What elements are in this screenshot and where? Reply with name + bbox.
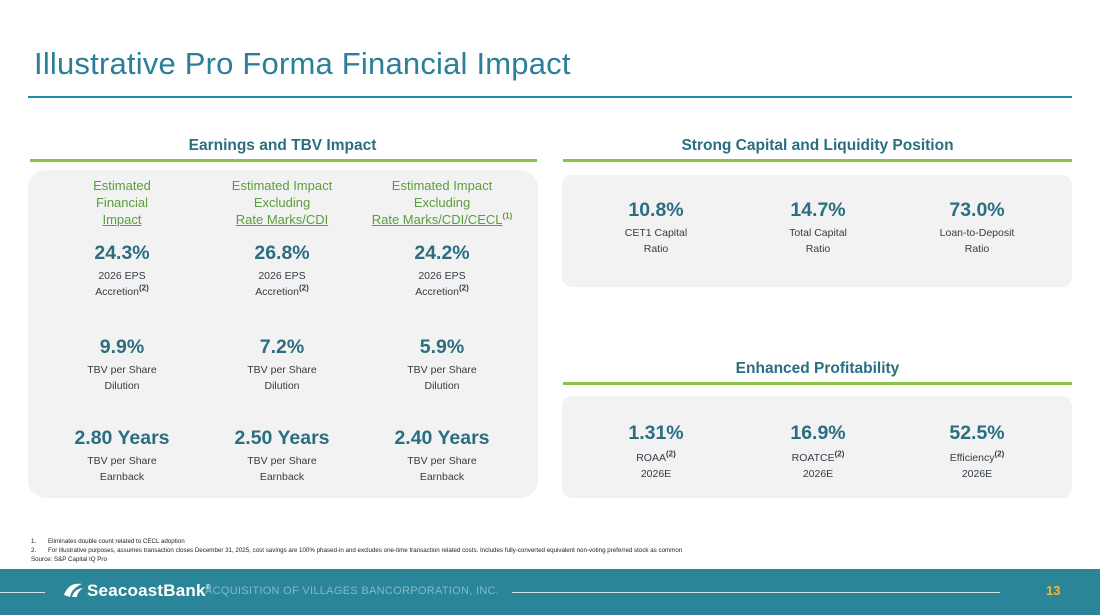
capital-heading-rule (563, 159, 1072, 162)
column-header: Estimated Impact Excluding Rate Marks/CD… (371, 178, 513, 227)
eps-accretion-value: 26.8% (254, 242, 310, 264)
profitability-heading: Enhanced Profitability (735, 360, 900, 377)
tbv-dilution-value: 7.2% (259, 336, 305, 358)
column-header: Estimated Financial Impact (93, 178, 151, 227)
capital-panel (562, 175, 1072, 287)
footer-deal-title: ACQUISITION OF VILLAGES BANCORPORATION, … (205, 585, 500, 597)
eps-accretion-block: 26.8% 2026 EPS Accretion(2) (197, 242, 367, 300)
footer-line-right (512, 592, 1000, 593)
earnings-heading: Earnings and TBV Impact (188, 137, 377, 154)
profitability-panel (562, 396, 1072, 498)
eps-accretion-value: 24.3% (94, 242, 150, 264)
footer-line-left (0, 592, 45, 593)
earnings-column-excl-rate-marks-cdi-cecl: Estimated Impact Excluding Rate Marks/CD… (357, 177, 527, 228)
footnotes: 1. Eliminates double count related to CEC… (31, 537, 682, 565)
roaa-metric: 1.31% ROAA(2) 2026E (628, 422, 684, 480)
tbv-earnback-value: 2.50 Years (234, 427, 330, 449)
tbv-earnback-block: 2.50 Years TBV per Share Earnback (197, 427, 367, 485)
earnings-column-financial-impact: Estimated Financial Impact (37, 177, 207, 228)
earnings-column-excl-rate-marks-cdi: Estimated Impact Excluding Rate Marks/CD… (197, 177, 367, 228)
roatce-metric: 16.9% ROATCE(2) 2026E (790, 422, 846, 480)
column-header: Estimated Impact Excluding Rate Marks/CD… (231, 178, 333, 227)
footnote-1: 1. Eliminates double count related to CEC… (31, 538, 185, 545)
earnings-heading-rule (30, 159, 537, 162)
tbv-dilution-block: 5.9% TBV per Share Dilution (357, 336, 527, 394)
page-title: Illustrative Pro Forma Financial Impact (34, 46, 571, 81)
page-number: 13 (1046, 583, 1061, 598)
source-note: Source: S&P Capital IQ Pro (31, 556, 107, 564)
seacoast-bank-logo: SeacoastBank® (62, 581, 211, 601)
footnote-2: 2. For illustrative purposes, assumes tra… (31, 547, 683, 555)
wave-logo-icon (64, 583, 83, 597)
tbv-earnback-block: 2.80 Years TBV per Share Earnback (37, 427, 207, 485)
tbv-earnback-value: 2.40 Years (394, 427, 490, 449)
eps-accretion-block: 24.3% 2026 EPS Accretion(2) (37, 242, 207, 300)
title-divider (28, 96, 1072, 98)
efficiency-metric: 52.5% Efficiency(2) 2026E (949, 422, 1005, 480)
earnings-panel (28, 170, 538, 498)
cet1-capital-metric: 10.8% CET1 Capital Ratio (624, 199, 688, 255)
total-capital-metric: 14.7% Total Capital Ratio (789, 199, 847, 255)
tbv-dilution-block: 9.9% TBV per Share Dilution (37, 336, 207, 394)
tbv-earnback-block: 2.40 Years TBV per Share Earnback (357, 427, 527, 485)
eps-accretion-value: 24.2% (414, 242, 470, 264)
tbv-dilution-value: 5.9% (419, 336, 465, 358)
footer-bar: SeacoastBank® ACQUISITION OF VILLAGES BA… (0, 569, 1100, 615)
eps-accretion-block: 24.2% 2026 EPS Accretion(2) (357, 242, 527, 300)
tbv-dilution-block: 7.2% TBV per Share Dilution (197, 336, 367, 394)
loan-to-deposit-metric: 73.0% Loan-to-Deposit Ratio (939, 199, 1015, 255)
capital-heading: Strong Capital and Liquidity Position (681, 137, 954, 154)
tbv-dilution-value: 9.9% (99, 336, 145, 358)
tbv-earnback-value: 2.80 Years (74, 427, 170, 449)
profitability-heading-rule (563, 382, 1072, 385)
